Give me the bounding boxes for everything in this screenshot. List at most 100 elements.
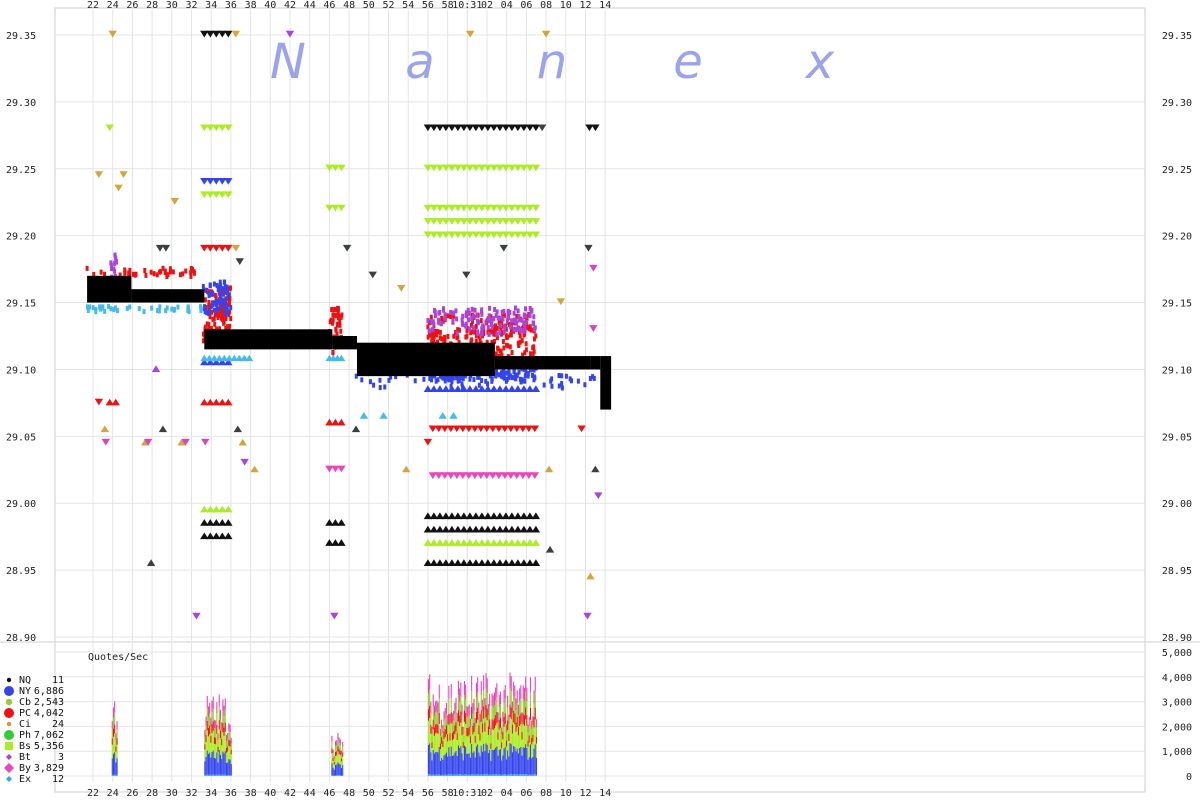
quote-rate-bar bbox=[116, 721, 118, 730]
quote-marker bbox=[170, 198, 179, 205]
vol-tick-label: 3,000 bbox=[1162, 698, 1192, 709]
quote-rate-bar bbox=[435, 724, 437, 734]
quote-marker bbox=[435, 525, 445, 533]
quote-rate-bar bbox=[505, 759, 507, 775]
quote-rate-bar bbox=[499, 717, 501, 728]
quote-pin bbox=[528, 313, 532, 319]
quote-pin bbox=[156, 308, 160, 314]
watermark-letter: e bbox=[673, 34, 703, 90]
quote-rate-bar bbox=[475, 711, 477, 723]
quote-rate-bar bbox=[209, 725, 211, 735]
quote-rate-bar bbox=[508, 741, 510, 757]
quote-pin bbox=[464, 321, 468, 327]
quote-rate-bar bbox=[490, 728, 492, 736]
quote-rate-bar bbox=[532, 725, 534, 735]
quote-marker bbox=[524, 425, 534, 433]
quote-rate-bar bbox=[224, 722, 226, 732]
quote-rate-bar bbox=[466, 774, 468, 776]
quote-marker bbox=[446, 425, 456, 433]
quote-rate-bar bbox=[216, 774, 218, 776]
quote-pin bbox=[512, 310, 516, 316]
quote-rate-bar bbox=[521, 739, 523, 756]
quote-rate-bar bbox=[499, 691, 501, 705]
quote-rate-bar bbox=[492, 720, 494, 731]
quote-rate-bar bbox=[495, 700, 497, 715]
quote-pin bbox=[513, 305, 517, 311]
quote-rate-bar bbox=[210, 735, 212, 743]
quote-rate-bar bbox=[204, 749, 206, 762]
quote-marker bbox=[161, 244, 171, 252]
quote-rate-bar bbox=[486, 678, 488, 693]
x-tick-label-bottom: 24 bbox=[107, 788, 119, 799]
quote-marker bbox=[435, 539, 445, 546]
quote-rate-bar bbox=[451, 722, 453, 733]
quote-marker bbox=[531, 231, 541, 239]
quote-pin bbox=[480, 311, 484, 317]
quote-marker bbox=[435, 164, 445, 172]
x-tick-label-top: 08 bbox=[540, 0, 552, 11]
quote-rate-bar bbox=[462, 726, 464, 735]
quote-rate-bar bbox=[225, 752, 228, 763]
quote-rate-bar bbox=[212, 750, 214, 775]
quote-pin bbox=[454, 375, 458, 381]
quote-marker bbox=[325, 204, 334, 212]
y-tick-label-left: 29.35 bbox=[6, 31, 36, 42]
x-tick-label-top: 44 bbox=[304, 0, 316, 11]
quote-rate-bar bbox=[455, 697, 457, 710]
quote-pin bbox=[103, 271, 107, 277]
quote-pin bbox=[532, 314, 536, 320]
quote-rate-bar bbox=[206, 707, 208, 721]
quote-rate-bar bbox=[336, 740, 338, 746]
legend-code: Ex bbox=[19, 774, 31, 785]
quote-marker bbox=[466, 30, 475, 38]
quote-pin bbox=[176, 304, 180, 310]
quote-marker bbox=[501, 559, 511, 566]
quote-rate-bar bbox=[489, 706, 491, 720]
quote-pin bbox=[493, 324, 497, 330]
quote-rate-bar bbox=[484, 709, 486, 723]
quote-pin bbox=[338, 322, 342, 328]
quote-rate-bar bbox=[430, 774, 432, 776]
quote-rate-bar bbox=[479, 774, 481, 776]
quote-pin bbox=[506, 314, 510, 320]
quote-marker bbox=[507, 539, 517, 546]
quote-rate-bar bbox=[499, 774, 501, 776]
quote-rate-bar bbox=[449, 733, 451, 741]
quote-pin bbox=[218, 279, 222, 285]
quote-pin bbox=[211, 290, 215, 296]
quote-rate-bar bbox=[432, 706, 434, 720]
quote-rate-bar bbox=[339, 775, 341, 776]
quote-pin bbox=[446, 375, 450, 381]
quote-rate-bar bbox=[450, 723, 452, 747]
quote-pin bbox=[532, 326, 536, 332]
y-tick-label-right: 29.20 bbox=[1162, 232, 1192, 243]
quote-pin bbox=[507, 369, 511, 375]
quote-pin bbox=[212, 307, 216, 313]
quote-rate-bar bbox=[332, 753, 334, 758]
quote-rate-bar bbox=[527, 740, 529, 747]
quote-rate-bar bbox=[340, 758, 343, 762]
quote-marker bbox=[459, 164, 469, 172]
quote-rate-bar bbox=[223, 716, 225, 728]
quote-marker bbox=[200, 244, 209, 252]
quote-rate-bars bbox=[111, 672, 537, 776]
quote-rate-bar bbox=[535, 719, 537, 728]
quote-rate-bar bbox=[340, 775, 343, 776]
quote-pin bbox=[112, 307, 116, 313]
quote-rate-bar bbox=[204, 744, 206, 750]
quote-marker bbox=[519, 164, 529, 172]
quote-rate-bar bbox=[503, 690, 505, 703]
quote-marker bbox=[453, 164, 463, 172]
quote-rate-bar bbox=[218, 719, 220, 730]
quote-pin bbox=[499, 370, 503, 376]
quote-marker bbox=[501, 218, 511, 225]
quote-marker bbox=[449, 412, 458, 419]
quote-rate-bar bbox=[513, 774, 515, 776]
quote-marker bbox=[519, 525, 529, 533]
quote-rate-bar bbox=[498, 749, 500, 775]
y-tick-label-right: 29.35 bbox=[1162, 31, 1192, 42]
quote-pin bbox=[433, 309, 437, 315]
quote-pin bbox=[433, 330, 437, 336]
quote-marker bbox=[465, 512, 475, 520]
quote-rate-bar bbox=[338, 775, 340, 776]
